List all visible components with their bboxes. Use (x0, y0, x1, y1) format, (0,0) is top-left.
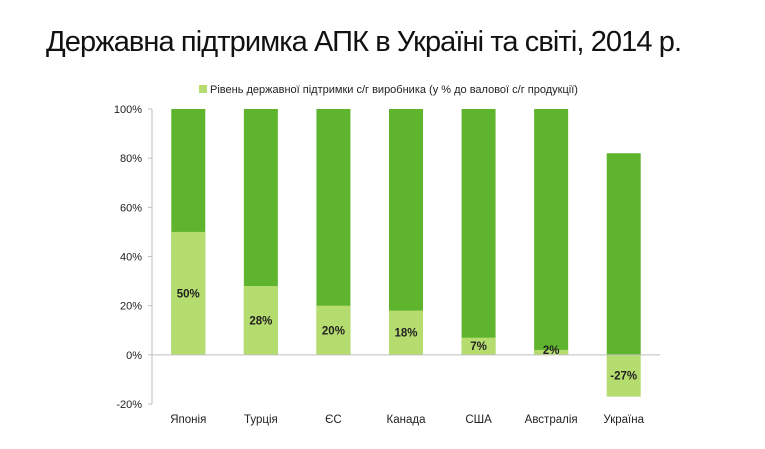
value-bar (389, 310, 423, 355)
y-tick-label: 60% (120, 202, 142, 214)
value-bar (534, 349, 569, 355)
value-bar (316, 305, 351, 355)
value-bar (243, 286, 278, 355)
legend: Рівень державної підтримки с/г виробника… (199, 84, 578, 96)
value-bar (461, 337, 496, 355)
data-label: 20% (322, 325, 345, 337)
data-label: 28% (249, 315, 272, 327)
legend-swatch (199, 85, 207, 93)
category-label: Японія (170, 414, 206, 426)
y-tick-label: 0% (126, 350, 142, 362)
y-tick-label: -20% (116, 399, 142, 411)
total-bar (606, 153, 641, 355)
legend-label: Рівень державної підтримки с/г виробника… (210, 84, 578, 96)
category-label: США (465, 414, 492, 426)
total-bar (534, 109, 569, 355)
category-label: Австралія (525, 414, 578, 426)
y-tick-label: 40% (120, 252, 142, 264)
category-label: Україна (603, 414, 644, 426)
data-label: 18% (394, 328, 417, 340)
total-bar (461, 109, 496, 355)
value-bar (606, 354, 641, 397)
data-label: 2% (543, 345, 560, 357)
category-label: Турція (244, 414, 278, 426)
data-label: 50% (177, 288, 200, 300)
y-tick-label: 20% (120, 301, 142, 313)
data-label: 7% (470, 341, 487, 353)
y-tick-label: 80% (120, 153, 142, 165)
chart-title: Державна підтримка АПК в Україні та світ… (46, 26, 682, 58)
data-label: -27% (610, 371, 637, 383)
axis: 100% 80% 60% 40% 20% 0% -20% Японія Турція ЄС Кана… (114, 104, 660, 426)
category-label: ЄС (325, 414, 342, 426)
category-label: Канада (387, 414, 427, 426)
bars: 50% 28% 20% 18% 7% 2% -27% (171, 109, 641, 397)
y-tick-label: 100% (114, 104, 142, 116)
value-bar (171, 231, 206, 355)
